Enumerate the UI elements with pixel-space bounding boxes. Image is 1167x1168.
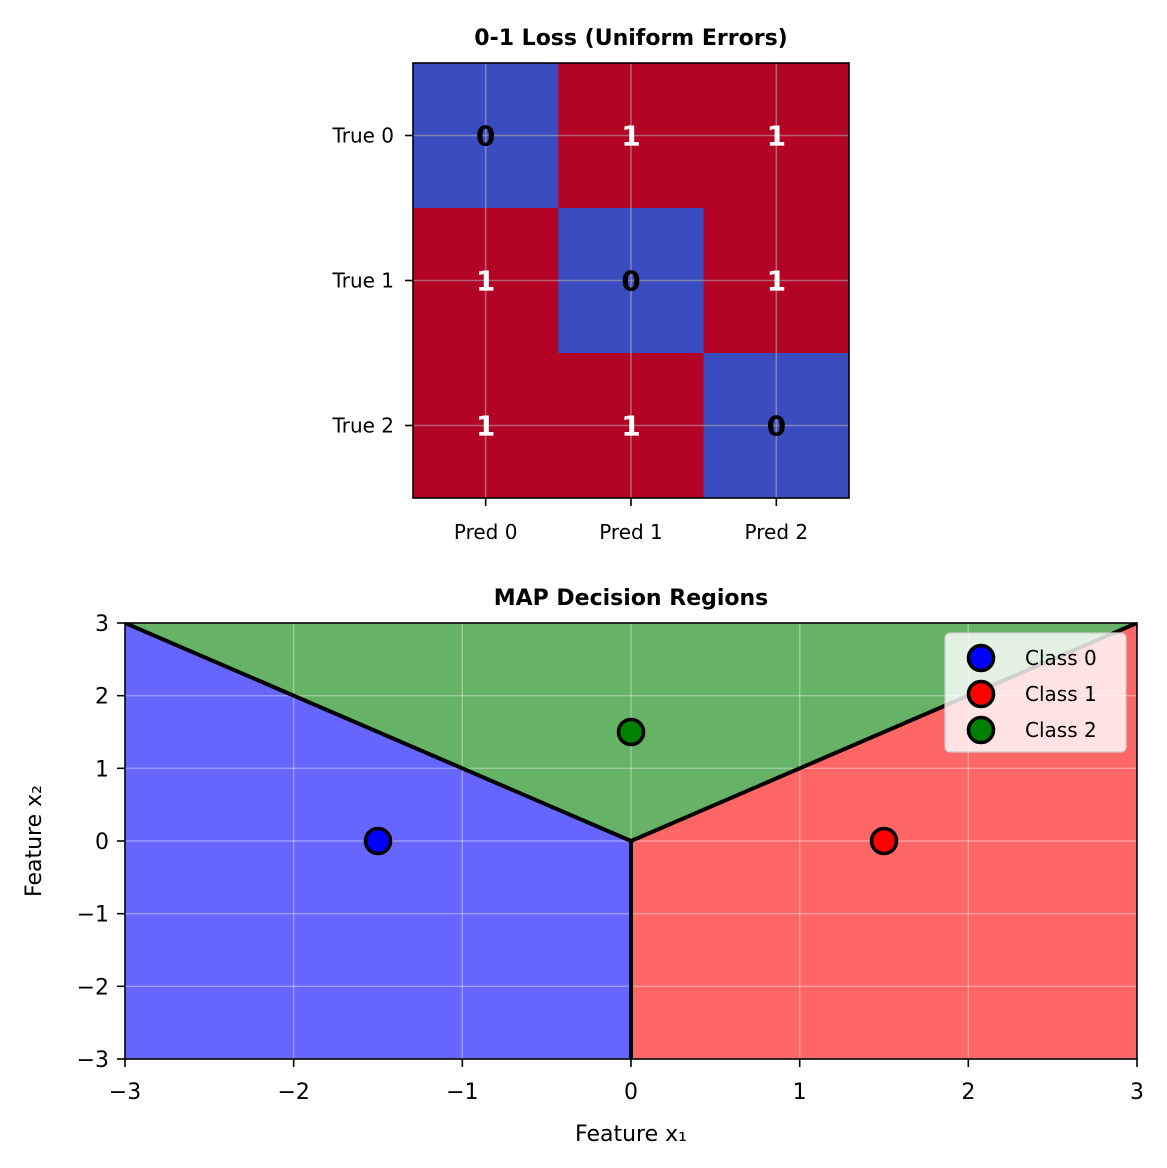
heatmap-cell-value: 1 xyxy=(621,120,640,153)
decision-regions-plot: MAP Decision Regions −3 −2 −1 0 1 2 3 −3 −2 −1 0 1… xyxy=(22,586,1144,1147)
legend-marker xyxy=(966,643,996,673)
heatmap-frame xyxy=(412,62,850,499)
legend: Class 0 Class 1 Class 2 xyxy=(944,632,1127,753)
x-tick-label: 1 xyxy=(793,1080,807,1105)
heatmap-tick-marks xyxy=(405,134,778,506)
heatmap-col-label: Pred 0 xyxy=(454,520,518,544)
heatmap-cell-value: 0 xyxy=(476,120,495,153)
legend-label: Class 1 xyxy=(1025,682,1097,706)
y-tick-label: −2 xyxy=(77,975,109,1000)
class-mean-point xyxy=(616,717,646,747)
x-tick-label: 2 xyxy=(961,1080,975,1105)
heatmap-title: 0-1 Loss (Uniform Errors) xyxy=(474,26,787,51)
y-tick-label: −3 xyxy=(77,1048,109,1073)
scatter-title: MAP Decision Regions xyxy=(494,586,769,611)
legend-label: Class 0 xyxy=(1025,646,1097,670)
x-tick-label: −3 xyxy=(109,1080,141,1105)
heatmap-row-label: True 0 xyxy=(331,124,394,148)
decision-boundary xyxy=(125,623,633,843)
x-axis-ticks: −3 −2 −1 0 1 2 3 xyxy=(109,1059,1144,1105)
heatmap-col-label: Pred 2 xyxy=(745,520,809,544)
x-tick-label: −1 xyxy=(446,1080,478,1105)
legend-marker xyxy=(966,679,996,709)
y-tick-label: 3 xyxy=(95,612,109,637)
x-axis-label: Feature x₁ xyxy=(575,1122,687,1147)
class-mean-point xyxy=(363,826,393,856)
heatmap-grid xyxy=(413,63,849,498)
heatmap-col-labels: Pred 0 Pred 1 Pred 2 xyxy=(454,520,808,544)
heatmap-cell-value: 1 xyxy=(621,410,640,443)
legend-label: Class 2 xyxy=(1025,718,1097,742)
y-tick-label: 1 xyxy=(95,757,109,782)
y-tick-label: 2 xyxy=(95,685,109,710)
heatmap-cell-value: 1 xyxy=(767,120,786,153)
heatmap-row-label: True 2 xyxy=(331,414,394,438)
class-mean-point xyxy=(869,826,899,856)
heatmap-cell-value: 1 xyxy=(476,265,495,298)
heatmap-row-labels: True 0 True 1 True 2 xyxy=(331,124,394,438)
heatmap-cell-value: 0 xyxy=(621,265,640,298)
x-tick-label: −2 xyxy=(277,1080,309,1105)
x-tick-label: 3 xyxy=(1130,1080,1144,1105)
y-axis-label: Feature x₂ xyxy=(22,785,47,897)
x-tick-label: 0 xyxy=(624,1080,638,1105)
heatmap-cell-value: 0 xyxy=(767,410,786,443)
heatmap-cell-value: 1 xyxy=(767,265,786,298)
y-tick-label: 0 xyxy=(95,830,109,855)
y-tick-label: −1 xyxy=(77,903,109,928)
y-axis-ticks: −3 −2 −1 0 1 2 3 xyxy=(77,612,125,1073)
heatmap-row-label: True 1 xyxy=(331,269,394,293)
heatmap-cell-value: 1 xyxy=(476,410,495,443)
class-means xyxy=(363,717,899,856)
heatmap-col-label: Pred 1 xyxy=(599,520,663,544)
heatmap-cell-values: 0 1 1 1 0 1 1 1 0 xyxy=(476,120,786,443)
legend-marker xyxy=(966,715,996,745)
loss-matrix-heatmap: 0-1 Loss (Uniform Errors) 0 1 1 1 0 1 1 1 0 True… xyxy=(331,26,850,544)
